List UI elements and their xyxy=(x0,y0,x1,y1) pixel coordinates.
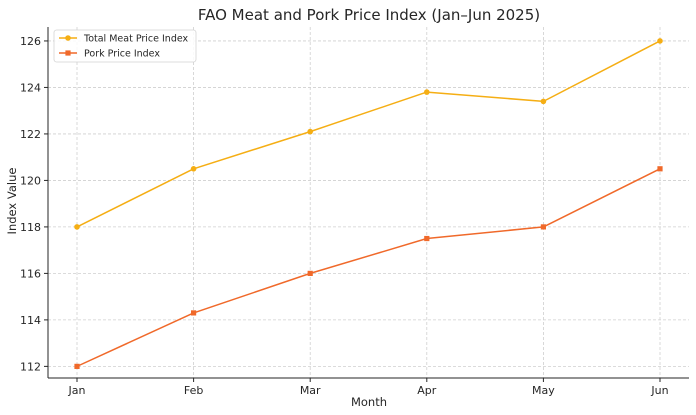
x-axis-ticks: Jan Feb Mar Apr May Jun xyxy=(68,378,669,397)
x-tick-label: May xyxy=(532,384,555,397)
data-point xyxy=(424,235,430,242)
legend-marker xyxy=(65,50,71,56)
data-point xyxy=(540,224,546,230)
y-tick-label: 112 xyxy=(20,360,41,373)
chart-title: FAO Meat and Pork Price Index (Jan–Jun 2… xyxy=(198,6,540,24)
data-point xyxy=(540,98,547,105)
y-tick-label: 118 xyxy=(20,221,41,234)
data-point xyxy=(307,128,314,135)
y-tick-label: 120 xyxy=(20,174,41,187)
x-tick-label: Feb xyxy=(184,384,203,397)
x-axis-label: Month xyxy=(351,395,387,409)
series-total-meat xyxy=(74,38,663,230)
series-pork xyxy=(74,166,663,369)
y-tick-label: 126 xyxy=(20,35,41,48)
legend-item: Pork Price Index xyxy=(59,49,160,60)
data-point xyxy=(191,310,197,316)
series-line xyxy=(76,40,661,228)
data-point xyxy=(657,166,663,172)
legend-item: Total Meat Price Index xyxy=(59,34,189,45)
y-tick-label: 116 xyxy=(20,267,41,280)
x-tick-label: Jun xyxy=(650,384,668,397)
x-tick-label: Apr xyxy=(417,384,437,397)
data-point xyxy=(74,224,80,230)
data-point xyxy=(74,363,80,369)
y-tick-label: 122 xyxy=(20,128,41,141)
legend: Total Meat Price Index Pork Price Index xyxy=(53,29,197,63)
grid xyxy=(48,27,689,378)
data-point xyxy=(307,270,313,276)
y-axis-label: Index Value xyxy=(5,168,19,235)
x-tick-label: Jan xyxy=(68,384,86,397)
data-point xyxy=(657,38,663,44)
data-point xyxy=(190,165,197,172)
y-tick-label: 124 xyxy=(20,81,41,94)
y-tick-label: 114 xyxy=(20,314,41,327)
y-axis-ticks: 112 114 116 118 120 122 124 126 xyxy=(20,35,48,373)
series-group xyxy=(74,38,663,369)
legend-marker xyxy=(65,35,71,41)
series-line xyxy=(76,168,661,368)
legend-label: Pork Price Index xyxy=(84,49,160,60)
legend-label: Total Meat Price Index xyxy=(83,34,189,45)
x-tick-label: Mar xyxy=(300,384,321,397)
data-point xyxy=(424,89,430,95)
legend-box xyxy=(53,29,197,63)
